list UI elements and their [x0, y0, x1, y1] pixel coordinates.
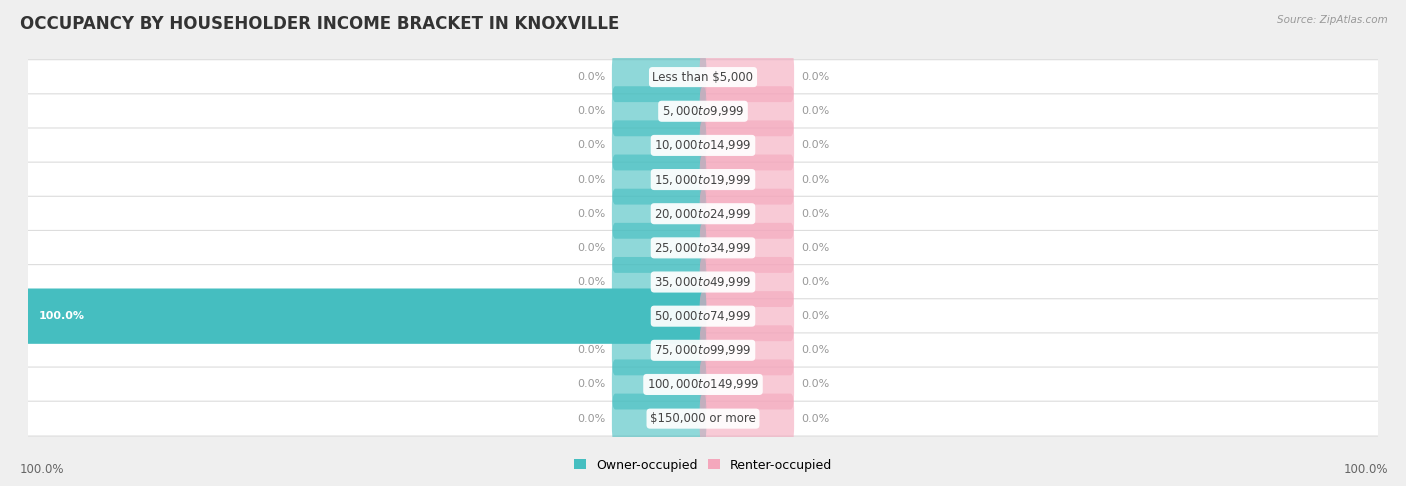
Text: $75,000 to $99,999: $75,000 to $99,999 — [654, 343, 752, 357]
Text: $5,000 to $9,999: $5,000 to $9,999 — [662, 104, 744, 118]
FancyBboxPatch shape — [14, 333, 1392, 368]
FancyBboxPatch shape — [612, 121, 706, 171]
FancyBboxPatch shape — [612, 325, 706, 375]
FancyBboxPatch shape — [14, 299, 1392, 333]
Text: $25,000 to $34,999: $25,000 to $34,999 — [654, 241, 752, 255]
Text: OCCUPANCY BY HOUSEHOLDER INCOME BRACKET IN KNOXVILLE: OCCUPANCY BY HOUSEHOLDER INCOME BRACKET … — [20, 15, 619, 33]
FancyBboxPatch shape — [700, 360, 794, 410]
FancyBboxPatch shape — [14, 94, 1392, 129]
FancyBboxPatch shape — [700, 291, 794, 341]
FancyBboxPatch shape — [612, 394, 706, 444]
Legend: Owner-occupied, Renter-occupied: Owner-occupied, Renter-occupied — [568, 453, 838, 477]
FancyBboxPatch shape — [700, 52, 794, 102]
FancyBboxPatch shape — [14, 264, 1392, 299]
Text: 0.0%: 0.0% — [801, 72, 830, 82]
Text: 0.0%: 0.0% — [801, 346, 830, 355]
FancyBboxPatch shape — [14, 230, 1392, 265]
FancyBboxPatch shape — [14, 367, 1392, 402]
Text: $150,000 or more: $150,000 or more — [650, 412, 756, 425]
FancyBboxPatch shape — [612, 86, 706, 136]
Text: $50,000 to $74,999: $50,000 to $74,999 — [654, 309, 752, 323]
Text: 100.0%: 100.0% — [38, 311, 84, 321]
Text: 0.0%: 0.0% — [801, 174, 830, 185]
FancyBboxPatch shape — [612, 189, 706, 239]
FancyBboxPatch shape — [25, 289, 706, 344]
FancyBboxPatch shape — [612, 155, 706, 205]
Text: 0.0%: 0.0% — [576, 106, 605, 116]
FancyBboxPatch shape — [612, 360, 706, 410]
FancyBboxPatch shape — [612, 257, 706, 307]
Text: 0.0%: 0.0% — [576, 277, 605, 287]
Text: 0.0%: 0.0% — [801, 208, 830, 219]
FancyBboxPatch shape — [700, 86, 794, 136]
Text: Source: ZipAtlas.com: Source: ZipAtlas.com — [1277, 15, 1388, 25]
Text: 0.0%: 0.0% — [801, 380, 830, 389]
FancyBboxPatch shape — [700, 394, 794, 444]
Text: 0.0%: 0.0% — [576, 174, 605, 185]
FancyBboxPatch shape — [700, 257, 794, 307]
Text: 0.0%: 0.0% — [576, 72, 605, 82]
Text: 0.0%: 0.0% — [801, 106, 830, 116]
Text: 0.0%: 0.0% — [576, 414, 605, 424]
Text: $10,000 to $14,999: $10,000 to $14,999 — [654, 139, 752, 153]
FancyBboxPatch shape — [14, 162, 1392, 197]
Text: 100.0%: 100.0% — [20, 463, 65, 476]
FancyBboxPatch shape — [700, 121, 794, 171]
FancyBboxPatch shape — [700, 325, 794, 375]
Text: 0.0%: 0.0% — [576, 208, 605, 219]
Text: 0.0%: 0.0% — [576, 380, 605, 389]
FancyBboxPatch shape — [612, 223, 706, 273]
Text: 0.0%: 0.0% — [576, 243, 605, 253]
Text: 0.0%: 0.0% — [801, 311, 830, 321]
Text: 0.0%: 0.0% — [576, 346, 605, 355]
Text: 0.0%: 0.0% — [801, 277, 830, 287]
FancyBboxPatch shape — [14, 128, 1392, 163]
Text: Less than $5,000: Less than $5,000 — [652, 70, 754, 84]
FancyBboxPatch shape — [700, 223, 794, 273]
Text: 0.0%: 0.0% — [801, 414, 830, 424]
FancyBboxPatch shape — [14, 60, 1392, 94]
FancyBboxPatch shape — [14, 401, 1392, 436]
Text: 0.0%: 0.0% — [801, 243, 830, 253]
FancyBboxPatch shape — [14, 196, 1392, 231]
FancyBboxPatch shape — [700, 155, 794, 205]
Text: 0.0%: 0.0% — [576, 140, 605, 150]
Text: $35,000 to $49,999: $35,000 to $49,999 — [654, 275, 752, 289]
Text: $20,000 to $24,999: $20,000 to $24,999 — [654, 207, 752, 221]
Text: 0.0%: 0.0% — [801, 140, 830, 150]
Text: 100.0%: 100.0% — [1343, 463, 1388, 476]
Text: $15,000 to $19,999: $15,000 to $19,999 — [654, 173, 752, 187]
Text: $100,000 to $149,999: $100,000 to $149,999 — [647, 378, 759, 391]
FancyBboxPatch shape — [612, 52, 706, 102]
FancyBboxPatch shape — [700, 189, 794, 239]
